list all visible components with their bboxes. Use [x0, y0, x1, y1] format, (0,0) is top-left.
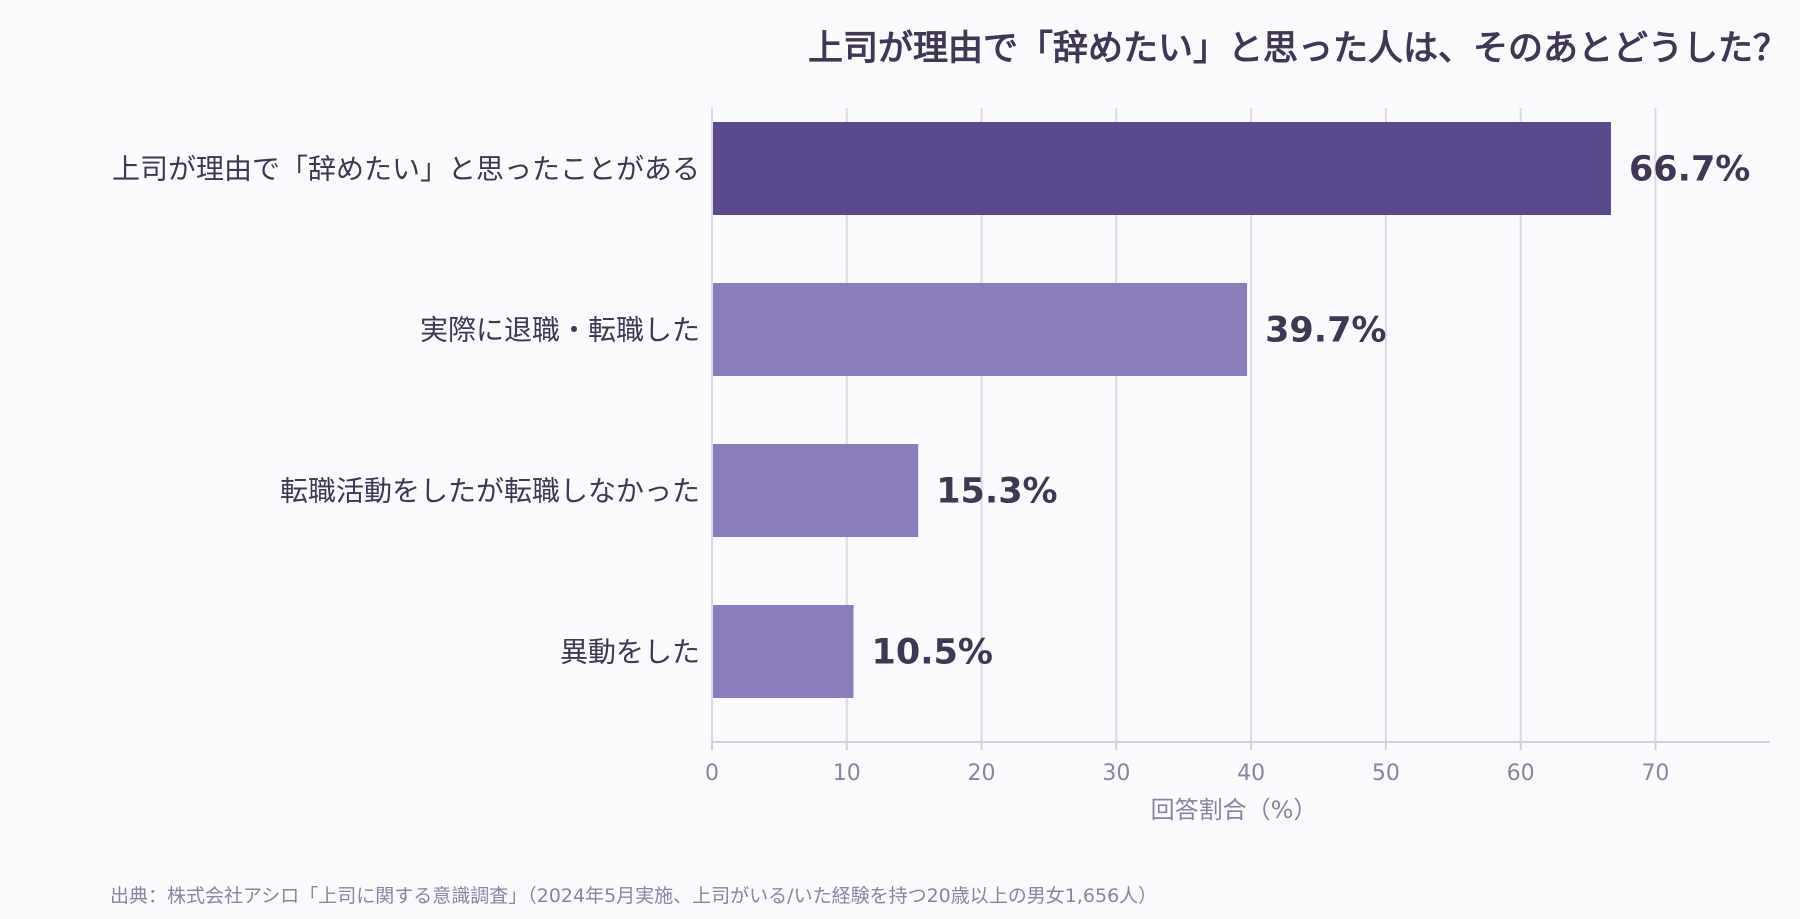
category-label-2: 実際に退職・転職した — [420, 314, 700, 347]
category-label-1: 上司が理由で「辞めたい」と思ったことがある — [112, 153, 700, 186]
bars — [712, 122, 1611, 698]
x-tick-label-10: 10 — [833, 761, 861, 786]
x-tick-label-50: 50 — [1372, 761, 1400, 786]
value-labels: 66.7% 39.7% 15.3% 10.5% — [872, 150, 1751, 673]
x-tick-label-0: 0 — [705, 761, 719, 786]
category-label-3: 転職活動をしたが転職しなかった — [280, 475, 700, 508]
value-label-1: 66.7% — [1629, 150, 1750, 190]
value-label-3: 15.3% — [936, 472, 1057, 512]
x-tick-label-40: 40 — [1237, 761, 1265, 786]
value-label-2: 39.7% — [1265, 311, 1386, 351]
bar-4 — [712, 605, 854, 698]
bar-2 — [712, 283, 1248, 376]
category-labels: 上司が理由で「辞めたい」と思ったことがある実際に退職・転職した転職活動をしたが転… — [112, 153, 700, 669]
category-label-4: 異動をした — [560, 636, 700, 669]
bar-3 — [712, 444, 919, 537]
value-label-4: 10.5% — [872, 633, 993, 673]
x-tick-label-20: 20 — [968, 761, 996, 786]
x-axis: 0 10 20 30 40 50 60 70 — [705, 108, 1770, 786]
source-note: 出典：株式会社アシロ「上司に関する意識調査」（2024年5月実施、上司がいる/い… — [110, 885, 1157, 907]
x-tick-label-30: 30 — [1102, 761, 1130, 786]
x-tick-label-70: 70 — [1641, 761, 1669, 786]
x-tick-label-60: 60 — [1507, 761, 1535, 786]
chart-title: 上司が理由で「辞めたい」と思った人は、そのあとどうした？ — [808, 29, 1788, 69]
x-axis-title: 回答割合（%） — [1151, 796, 1318, 824]
bar-1 — [712, 122, 1611, 215]
